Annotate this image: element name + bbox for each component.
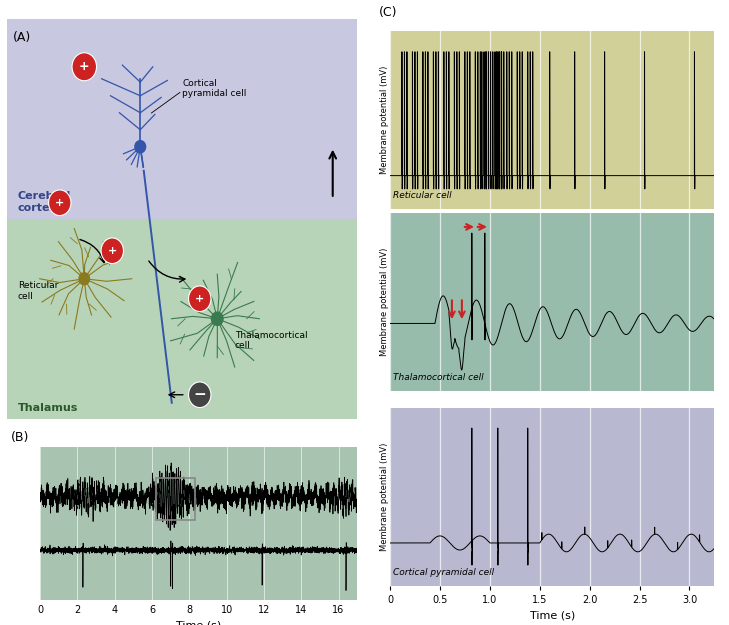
Text: −: −	[193, 388, 206, 402]
Circle shape	[49, 190, 71, 216]
Circle shape	[211, 312, 223, 326]
Circle shape	[135, 141, 146, 153]
Text: +: +	[79, 60, 90, 73]
Text: Reticular
cell: Reticular cell	[17, 281, 58, 301]
Text: Reticular cell: Reticular cell	[393, 191, 452, 201]
Text: Thalamocortical
cell: Thalamocortical cell	[235, 331, 308, 350]
Text: Cerebral
cortex: Cerebral cortex	[17, 191, 71, 213]
Y-axis label: Membrane potential (mV): Membrane potential (mV)	[380, 66, 389, 174]
Y-axis label: Membrane potential (mV): Membrane potential (mV)	[380, 248, 389, 356]
Bar	[7, 219, 357, 419]
Text: (C): (C)	[379, 6, 397, 19]
Bar	[7, 19, 357, 219]
Bar	[156, 478, 195, 519]
X-axis label: Time (s): Time (s)	[529, 610, 575, 620]
Text: +: +	[108, 246, 117, 256]
Text: +: +	[195, 294, 204, 304]
Text: (B): (B)	[11, 431, 29, 444]
Circle shape	[189, 286, 211, 311]
Y-axis label: Membrane potential (mV): Membrane potential (mV)	[380, 442, 389, 551]
Text: (A): (A)	[12, 31, 31, 44]
Text: Cortical
pyramidal cell: Cortical pyramidal cell	[182, 79, 246, 98]
Circle shape	[189, 382, 211, 408]
X-axis label: Time (s): Time (s)	[176, 621, 222, 625]
Text: Cortical pyramidal cell: Cortical pyramidal cell	[393, 568, 494, 577]
Circle shape	[101, 238, 123, 264]
Text: Thalamocortical cell: Thalamocortical cell	[393, 372, 484, 382]
Text: Thalamus: Thalamus	[17, 402, 78, 412]
Circle shape	[79, 272, 90, 285]
Text: +: +	[55, 198, 64, 208]
Circle shape	[72, 52, 96, 81]
